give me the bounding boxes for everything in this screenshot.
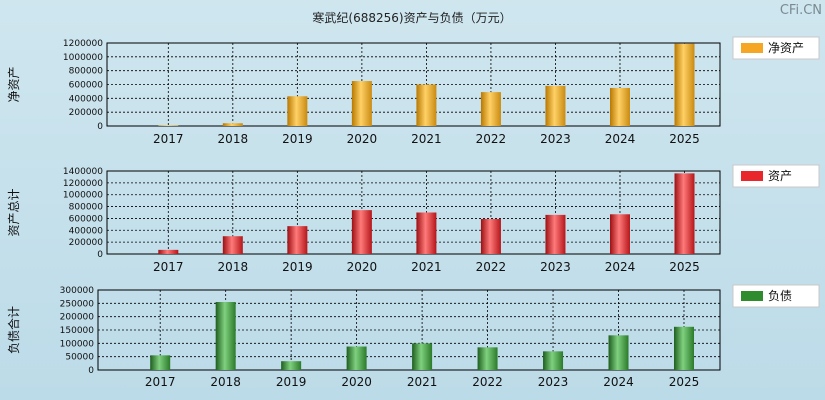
y-axis-label: 资产总计	[7, 188, 21, 236]
y-tick-label: 200000	[60, 313, 95, 323]
y-tick-label: 50000	[65, 353, 94, 363]
bar-2022	[480, 92, 501, 126]
watermark: CFi.CN	[780, 3, 822, 18]
y-tick-label: 400000	[69, 226, 104, 236]
legend: 负债	[732, 284, 820, 308]
panel-3: 0 50000 100000 150000 200000 250000 300000 2017…	[6, 284, 820, 389]
y-tick-label: 600000	[69, 81, 104, 91]
bar-2024	[609, 214, 630, 254]
legend: 资产	[732, 164, 820, 188]
x-tick-label: 2018	[210, 375, 241, 389]
bar-2023	[545, 85, 566, 126]
x-tick-label: 2020	[347, 132, 378, 146]
x-tick-label: 2025	[669, 375, 700, 389]
bar-2025	[674, 173, 695, 254]
x-tick-label: 2024	[603, 375, 634, 389]
x-tick-label: 2025	[669, 132, 700, 146]
bar-2018	[222, 123, 243, 126]
bar-2021	[416, 84, 437, 126]
y-tick-label: 200000	[69, 108, 104, 118]
x-tick-label: 2019	[282, 260, 313, 274]
bar-2025	[673, 326, 694, 370]
bar-2017	[158, 249, 179, 254]
bar-2019	[281, 361, 302, 370]
bar-2022	[480, 219, 501, 254]
plot-area	[106, 170, 721, 255]
y-tick-label: 100000	[60, 339, 95, 349]
x-tick-label: 2025	[669, 260, 700, 274]
panel-1: 0 200000 400000 600000 800000 1000000 1200000 2…	[7, 36, 820, 146]
legend-label: 资产	[768, 169, 792, 183]
bar-2025	[674, 43, 695, 126]
x-tick-label: 2021	[411, 260, 442, 274]
y-tick-label: 150000	[60, 326, 95, 336]
legend-box	[732, 164, 820, 188]
bar-2022	[477, 347, 498, 370]
y-tick-label: 400000	[69, 94, 104, 104]
bar-2018	[215, 302, 236, 370]
bar-2021	[416, 212, 437, 254]
legend-box	[732, 36, 820, 60]
bar-2017	[150, 355, 171, 370]
bar-2020	[351, 81, 372, 126]
legend-label: 负债	[768, 289, 792, 303]
x-tick-label: 2020	[347, 260, 378, 274]
bar-2024	[609, 87, 630, 126]
y-tick-label: 250000	[60, 299, 95, 309]
x-tick-label: 2017	[153, 260, 184, 274]
y-tick-label: 300000	[60, 286, 95, 296]
y-axis-label: 净资产	[7, 66, 21, 102]
x-tick-label: 2021	[411, 132, 442, 146]
x-tick-label: 2017	[153, 132, 184, 146]
x-tick-label: 2023	[538, 375, 569, 389]
legend-swatch	[741, 291, 763, 301]
y-tick-label: 800000	[69, 67, 104, 77]
bar-2019	[287, 226, 308, 254]
bar-2018	[222, 236, 243, 254]
x-tick-label: 2023	[540, 260, 571, 274]
y-tick-label: 0	[88, 366, 94, 376]
x-tick-label: 2017	[145, 375, 176, 389]
bar-2019	[287, 96, 308, 126]
y-tick-label: 200000	[69, 238, 104, 248]
x-tick-label: 2018	[218, 132, 249, 146]
y-tick-label: 0	[97, 250, 103, 260]
bar-2021	[412, 343, 433, 370]
x-tick-label: 2021	[407, 375, 438, 389]
bar-2017	[158, 125, 179, 126]
bar-2020	[346, 346, 367, 370]
legend-box	[732, 284, 820, 308]
legend-label: 净资产	[768, 41, 804, 55]
y-tick-label: 800000	[69, 203, 104, 213]
x-tick-label: 2022	[476, 132, 507, 146]
y-tick-label: 1000000	[63, 53, 103, 63]
x-tick-label: 2019	[276, 375, 307, 389]
x-tick-label: 2022	[472, 375, 503, 389]
x-tick-label: 2018	[218, 260, 249, 274]
bar-2024	[608, 335, 629, 370]
chart-title: 寒武纪(688256)资产与负债（万元）	[312, 10, 511, 25]
y-tick-label: 1200000	[63, 39, 103, 49]
x-tick-label: 2020	[341, 375, 372, 389]
x-tick-label: 2024	[605, 132, 636, 146]
bar-2023	[545, 214, 566, 254]
y-tick-label: 0	[97, 122, 103, 132]
y-tick-label: 1000000	[63, 191, 103, 201]
bar-2023	[543, 351, 564, 370]
y-axis-label: 负债合计	[6, 306, 21, 354]
bar-2020	[351, 210, 372, 254]
y-tick-label: 1400000	[63, 167, 103, 177]
legend-swatch	[741, 43, 763, 53]
x-tick-label: 2019	[282, 132, 313, 146]
x-tick-label: 2023	[540, 132, 571, 146]
x-tick-label: 2024	[605, 260, 636, 274]
legend-swatch	[741, 171, 763, 181]
legend: 净资产	[732, 36, 820, 60]
y-tick-label: 600000	[69, 214, 104, 224]
y-tick-label: 1200000	[63, 179, 103, 189]
x-tick-label: 2022	[476, 260, 507, 274]
